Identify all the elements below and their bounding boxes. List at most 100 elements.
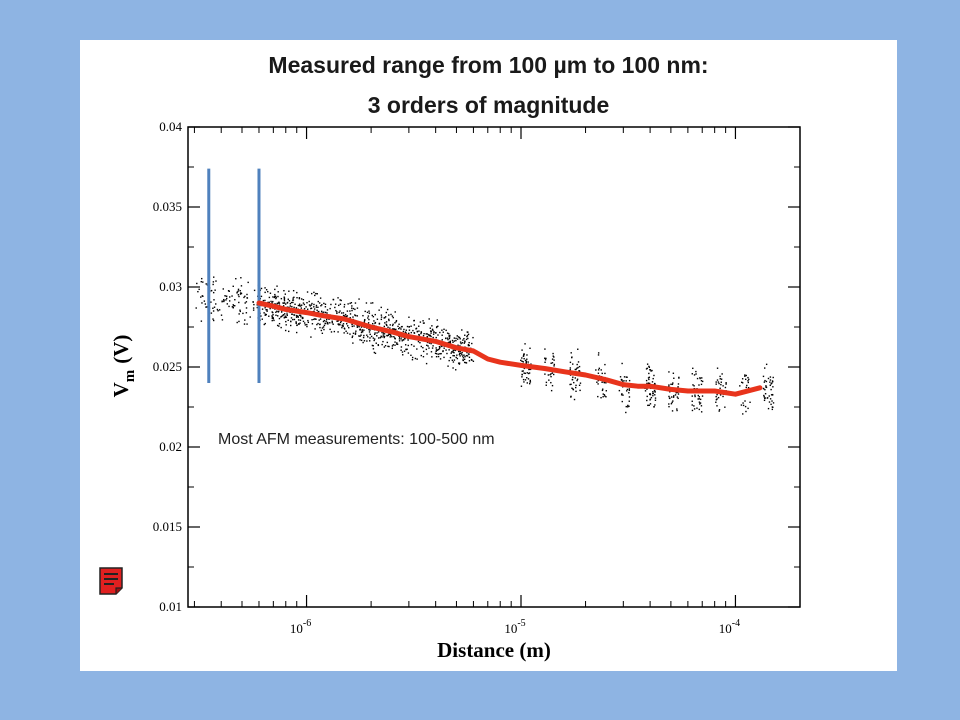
scatter-point xyxy=(347,303,349,305)
scatter-point xyxy=(388,333,390,335)
scatter-point xyxy=(413,324,416,326)
scatter-point xyxy=(298,297,301,299)
scatter-point xyxy=(222,288,224,290)
scatter-point xyxy=(306,325,308,328)
scatter-point xyxy=(464,356,466,358)
scatter-point xyxy=(349,317,351,319)
scatter-point xyxy=(695,370,697,373)
scatter-point xyxy=(205,283,207,285)
scatter-point xyxy=(329,307,331,310)
scatter-point xyxy=(446,332,449,334)
scatter-point xyxy=(459,341,462,343)
scatter-point xyxy=(396,343,399,346)
scatter-point xyxy=(716,394,718,396)
scatter-point xyxy=(530,363,532,365)
scatter-point xyxy=(465,354,468,357)
scatter-point xyxy=(278,322,281,325)
scatter-point xyxy=(570,395,572,398)
scatter-point xyxy=(297,316,300,318)
scatter-point xyxy=(288,300,291,302)
scatter-point xyxy=(320,305,322,307)
scatter-point xyxy=(466,335,468,338)
scatter-point xyxy=(569,367,572,369)
scatter-point xyxy=(354,333,357,335)
scatter-point xyxy=(299,314,302,317)
scatter-point xyxy=(283,313,286,315)
scatter-point xyxy=(293,306,295,309)
scatter-point xyxy=(651,369,653,372)
scatter-point xyxy=(351,335,354,337)
scatter-point xyxy=(371,314,374,317)
scatter-point xyxy=(461,329,463,331)
scatter-point xyxy=(319,326,321,329)
scatter-point xyxy=(654,391,656,393)
scatter-point xyxy=(522,378,525,381)
scatter-point xyxy=(436,326,438,328)
scatter-point xyxy=(275,314,277,316)
scatter-point xyxy=(740,404,743,406)
scatter-point xyxy=(618,389,621,392)
scatter-point xyxy=(391,328,394,330)
scatter-point xyxy=(677,393,680,395)
scatter-point xyxy=(674,394,677,396)
scatter-point xyxy=(294,303,296,306)
x-tick-label: 10-4 xyxy=(719,618,740,636)
scatter-point xyxy=(573,398,576,401)
scatter-point xyxy=(626,376,628,378)
scatter-point xyxy=(386,308,389,311)
scatter-point xyxy=(744,375,746,377)
scatter-point xyxy=(284,329,287,332)
scatter-point xyxy=(435,353,438,355)
scatter-point xyxy=(439,346,441,349)
scatter-point xyxy=(414,357,417,360)
scatter-point xyxy=(459,338,461,340)
scatter-point xyxy=(407,339,409,341)
scatter-point xyxy=(669,397,671,400)
scatter-point xyxy=(603,394,606,396)
scatter-point xyxy=(770,394,773,396)
scatter-point xyxy=(352,307,355,310)
scatter-point xyxy=(604,372,606,375)
scatter-point xyxy=(672,372,675,374)
scatter-point xyxy=(398,323,400,325)
scatter-point xyxy=(418,334,421,336)
y-axis-label-sub: m xyxy=(122,369,138,382)
scatter-point xyxy=(452,367,454,369)
scatter-point xyxy=(293,318,296,321)
scatter-point xyxy=(360,339,363,342)
scatter-point xyxy=(373,339,375,342)
scatter-point xyxy=(647,404,649,407)
scatter-point xyxy=(717,381,720,383)
scatter-point xyxy=(361,329,364,331)
scatter-point xyxy=(389,327,391,329)
scatter-point xyxy=(720,378,723,380)
scatter-point xyxy=(215,280,217,282)
scatter-point xyxy=(439,331,441,334)
scatter-point xyxy=(574,377,576,379)
scatter-point xyxy=(358,335,360,337)
scatter-point xyxy=(448,349,450,351)
scatter-point xyxy=(389,336,391,338)
scatter-point xyxy=(237,290,240,292)
scatter-point xyxy=(402,339,405,341)
scatter-point xyxy=(600,369,602,371)
scatter-point xyxy=(360,331,363,334)
scatter-point xyxy=(364,310,366,313)
scatter-point xyxy=(646,363,649,365)
scatter-point xyxy=(459,352,461,355)
scatter-point xyxy=(413,332,416,334)
scatter-point xyxy=(270,300,272,303)
scatter-point xyxy=(388,345,390,348)
scatter-point xyxy=(577,361,580,363)
scatter-point xyxy=(437,325,439,328)
scatter-point xyxy=(522,355,525,357)
document-icon[interactable] xyxy=(99,567,123,595)
scatter-point xyxy=(292,301,294,304)
scatter-point xyxy=(453,340,456,342)
scatter-point xyxy=(380,306,382,309)
scatter-point xyxy=(764,397,766,400)
scatter-point xyxy=(372,348,375,350)
scatter-point xyxy=(377,337,380,339)
scatter-point xyxy=(336,320,338,322)
scatter-point xyxy=(578,370,581,372)
